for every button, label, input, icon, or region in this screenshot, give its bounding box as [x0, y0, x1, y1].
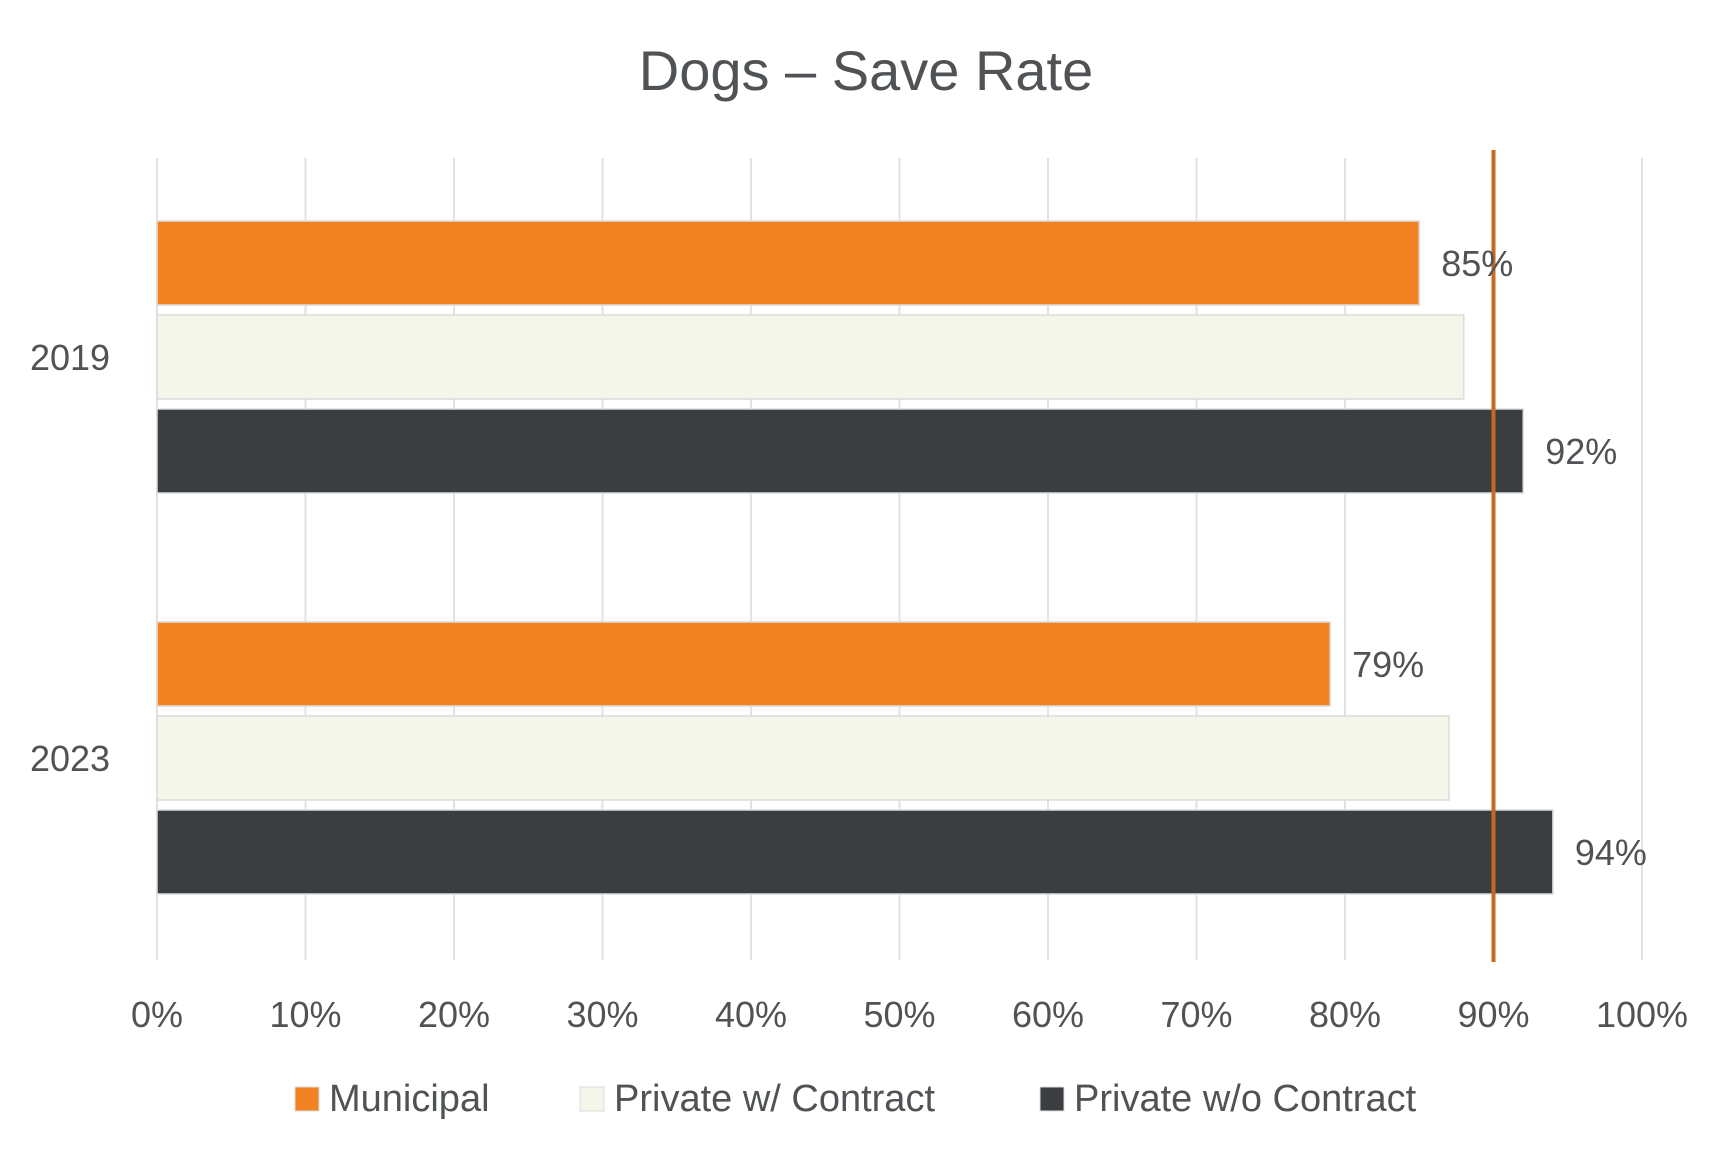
x-tick-label: 100% — [1596, 994, 1688, 1035]
category-label: 2023 — [30, 738, 110, 779]
x-tick-label: 20% — [418, 994, 490, 1035]
bar-private-w-contract-2023 — [156, 715, 1450, 801]
x-tick-label: 80% — [1309, 994, 1381, 1035]
data-label: 85% — [1441, 243, 1513, 284]
category-label: 2019 — [30, 337, 110, 378]
x-tick-labels: 0% 10% 20% 30% 40% 50% 60% 70% 80% 90% 100% — [131, 994, 1688, 1035]
legend-swatch — [1039, 1086, 1065, 1112]
x-tick-label: 40% — [715, 994, 787, 1035]
legend-swatch — [579, 1086, 605, 1112]
bar-municipal-2019 — [156, 220, 1420, 306]
x-tick-label: 60% — [1012, 994, 1084, 1035]
legend-label: Municipal — [329, 1078, 490, 1120]
bar-municipal-2023 — [156, 621, 1331, 707]
x-tick-label: 50% — [863, 994, 935, 1035]
x-tick-label: 10% — [269, 994, 341, 1035]
bar-private-w-o-contract-2019 — [156, 408, 1524, 494]
x-tick-label: 30% — [566, 994, 638, 1035]
legend-label: Private w/ Contract — [614, 1078, 935, 1120]
data-label: 94% — [1575, 832, 1647, 873]
data-label: 79% — [1352, 644, 1424, 685]
category-labels: 2019 2023 — [30, 337, 110, 779]
legend-swatch — [294, 1086, 320, 1112]
x-tick-label: 0% — [131, 994, 183, 1035]
bar-private-w-contract-2019 — [156, 314, 1465, 400]
bars — [156, 220, 1554, 895]
legend: Municipal Private w/ Contract Private w/o … — [294, 1078, 1417, 1120]
bar-private-w-o-contract-2023 — [156, 809, 1554, 895]
chart-title: Dogs – Save Rate — [639, 39, 1093, 102]
data-label: 92% — [1545, 431, 1617, 472]
legend-label: Private w/o Contract — [1074, 1078, 1417, 1120]
x-tick-label: 90% — [1457, 994, 1529, 1035]
x-tick-label: 70% — [1160, 994, 1232, 1035]
data-labels: 85% 92% 79% 94% — [1352, 243, 1647, 873]
